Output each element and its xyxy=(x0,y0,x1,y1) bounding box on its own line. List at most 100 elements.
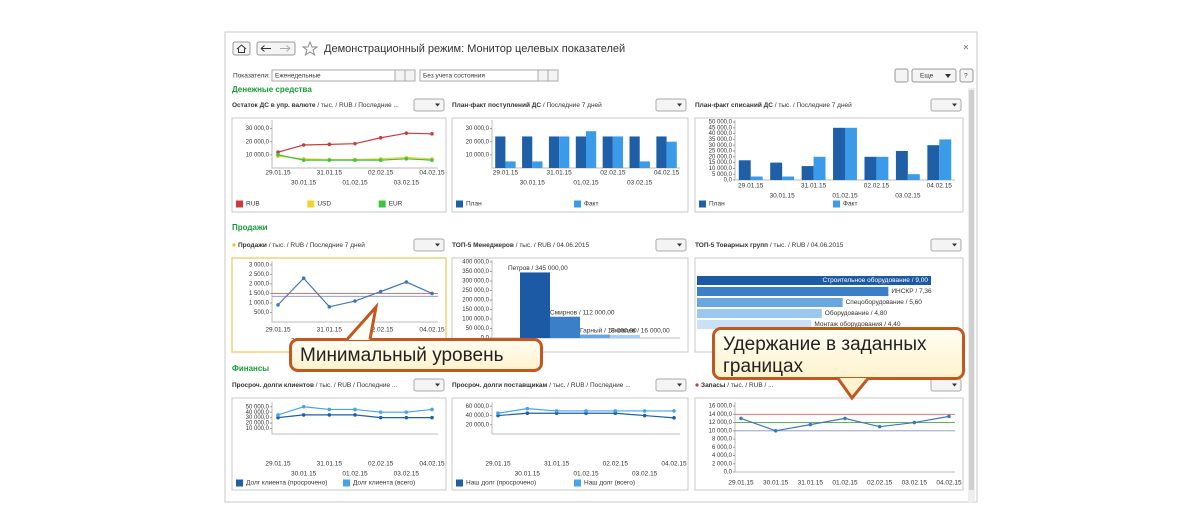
bar xyxy=(697,298,843,307)
bar xyxy=(559,136,570,168)
point xyxy=(327,407,332,412)
period-clear[interactable] xyxy=(404,69,416,82)
point xyxy=(301,143,306,147)
settings-button[interactable] xyxy=(930,378,962,392)
panel-name: Просроч. долги поставщикам xyxy=(452,382,547,389)
y-tick-label: 10 000,0 xyxy=(246,426,270,432)
point xyxy=(327,158,332,162)
y-tick-label: 20 000,0 xyxy=(466,422,490,428)
nav-buttons[interactable] xyxy=(256,41,296,56)
bar xyxy=(697,276,931,285)
settings-arrow xyxy=(952,383,957,387)
x-tick-label: 01.02.15 xyxy=(832,193,858,200)
point xyxy=(353,141,357,146)
period-dropdown[interactable] xyxy=(394,69,406,82)
y-tick-label: 10 000,0 xyxy=(246,152,270,158)
bar xyxy=(612,136,624,168)
bar xyxy=(876,156,889,180)
settings-button[interactable] xyxy=(655,98,687,112)
y-tick-label: 20 000,0 xyxy=(246,421,270,427)
point xyxy=(353,413,357,417)
bar xyxy=(813,156,826,180)
help-icon: ? xyxy=(964,73,968,80)
bar xyxy=(580,334,610,338)
settings-button[interactable] xyxy=(413,238,445,252)
axis xyxy=(271,261,438,323)
settings-arrow xyxy=(435,243,440,247)
bar-label: Смирнов / 112 000,00 xyxy=(550,309,615,316)
bar-label: ИНСКР / 7,36 xyxy=(891,288,932,295)
point xyxy=(773,428,778,433)
x-tick-label: 03.02.15 xyxy=(627,180,653,187)
settings-button[interactable] xyxy=(413,98,445,112)
y-tick-label: 300 000,0 xyxy=(462,279,489,285)
point xyxy=(613,409,618,413)
x-tick-label: 30.01.15 xyxy=(515,471,541,478)
x-tick-label: 29.01.15 xyxy=(265,170,291,177)
legend-swatch xyxy=(236,479,243,487)
help-button[interactable] xyxy=(959,68,974,83)
y-tick-label: 30 000,0 xyxy=(246,415,270,421)
home-button[interactable] xyxy=(232,41,251,56)
more-button[interactable] xyxy=(911,68,957,83)
state-dropdown[interactable] xyxy=(537,69,549,82)
state-value: Без учета состояния xyxy=(423,73,485,80)
bar xyxy=(750,176,763,180)
settings-button[interactable] xyxy=(930,238,962,252)
settings-arrow xyxy=(435,383,440,387)
scroll-thumb[interactable] xyxy=(969,90,974,490)
point xyxy=(301,413,306,417)
chart-frame xyxy=(694,397,964,491)
point xyxy=(378,289,383,294)
y-tick-label: 20 000,0 xyxy=(246,139,270,145)
panel-name: Запасы xyxy=(701,382,726,389)
y-tick-label: 2 500,0 xyxy=(249,272,270,278)
bar xyxy=(575,136,586,168)
point xyxy=(877,424,882,429)
bar xyxy=(833,127,845,180)
x-tick-label: 02.02.15 xyxy=(864,183,890,190)
point xyxy=(496,411,500,416)
x-tick-label: 03.02.15 xyxy=(394,180,420,187)
point xyxy=(672,416,676,420)
settings-button[interactable] xyxy=(930,98,962,112)
y-tick-label: 10 000,0 xyxy=(466,152,490,158)
bar xyxy=(495,136,506,168)
settings-button[interactable] xyxy=(655,238,687,252)
bar xyxy=(697,309,822,318)
y-tick-label: 150 000,0 xyxy=(462,307,489,313)
point xyxy=(301,404,306,409)
bar-label: Спецоборудование / 5,60 xyxy=(846,298,923,306)
bar xyxy=(697,287,889,296)
y-tick-label: 1 500,0 xyxy=(249,291,270,297)
legend-swatch xyxy=(833,200,840,208)
y-tick-label: 35 000,0 xyxy=(709,137,733,143)
x-tick-label: 04.02.15 xyxy=(419,170,445,177)
y-tick-label: 30 000,0 xyxy=(246,126,270,132)
y-tick-label: 4 000,0 xyxy=(712,453,733,459)
section-title: Финансы xyxy=(232,364,269,373)
settings-button[interactable] xyxy=(413,378,445,392)
print-button[interactable] xyxy=(894,68,909,83)
state-clear[interactable] xyxy=(547,69,559,82)
panel-title: План-факт поступлений ДС / Последние 7 д… xyxy=(452,101,602,109)
y-tick-label: 400 000,0 xyxy=(462,260,489,266)
y-tick-label: 250 000,0 xyxy=(462,288,489,294)
status-dot xyxy=(232,243,236,247)
close-button[interactable]: × xyxy=(963,43,969,54)
axis xyxy=(271,120,438,169)
point xyxy=(378,415,383,420)
point xyxy=(843,416,847,421)
point xyxy=(404,415,409,420)
panel-subtitle: / тыс. / RUB / ... xyxy=(727,382,773,389)
point xyxy=(739,416,743,421)
bar xyxy=(801,166,814,180)
panel-name: ТОП-5 Менеджеров xyxy=(452,242,514,249)
favorite-star[interactable] xyxy=(301,40,319,57)
x-tick-label: 30.01.15 xyxy=(763,480,789,487)
y-tick-label: 2 000,0 xyxy=(249,282,270,288)
settings-button[interactable] xyxy=(655,378,687,392)
bar xyxy=(845,127,857,180)
panel-subtitle: / тыс. / RUB / Последние ... xyxy=(317,102,399,109)
